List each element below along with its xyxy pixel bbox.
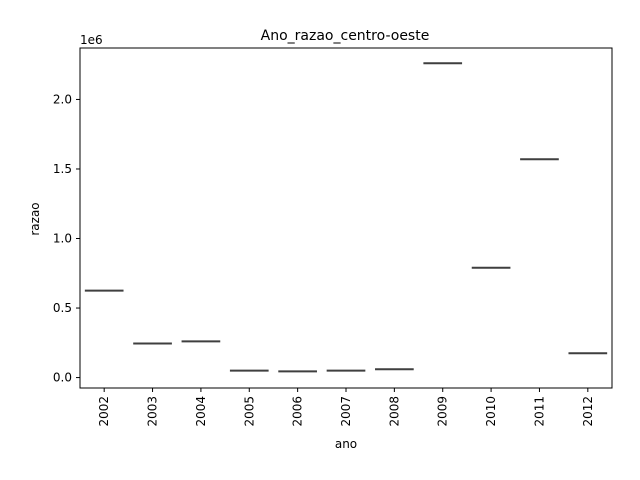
y-offset-label: 1e6 [80,33,103,47]
y-tick-label: 1.5 [53,162,72,176]
x-tick-label: 2009 [436,396,450,427]
x-axis-label: ano [335,437,357,451]
x-tick-label: 2007 [339,396,353,427]
x-tick-label: 2004 [194,396,208,427]
x-tick-label: 2011 [532,396,546,427]
x-tick-label: 2008 [387,396,401,427]
y-tick-label: 0.5 [53,301,72,315]
y-tick-label: 0.0 [53,371,72,385]
plot-area: 0.0 0.5 1.0 1.5 2.0 2002 2003 2004 2005 2006 2007 2… [53,47,613,427]
y-axis-label: razao [28,202,42,235]
x-tick-label: 2003 [146,396,160,427]
x-tick-label: 2006 [291,396,305,427]
plot-frame [79,47,613,389]
x-tick-label: 2005 [242,396,256,427]
x-tick-label: 2010 [484,396,498,427]
y-tick-label: 2.0 [53,92,72,106]
y-tick-label: 1.0 [53,232,72,246]
x-tick-label: 2012 [581,396,595,427]
x-tick-label: 2002 [97,396,111,427]
chart-title: Ano_razao_centro-oeste [261,28,430,44]
